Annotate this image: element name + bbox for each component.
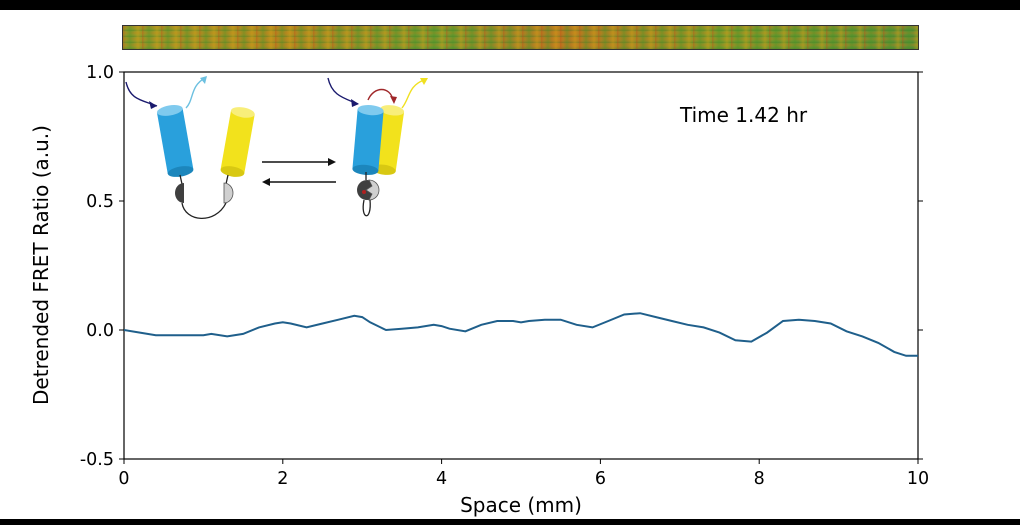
equilibrium-arrows-icon xyxy=(262,158,336,186)
kymograph-strip xyxy=(122,25,919,50)
fret-schematic xyxy=(125,76,428,219)
x-axis-ticks: 0 2 4 6 8 10 xyxy=(118,459,929,489)
x-tick-label: 0 xyxy=(118,469,129,489)
x-tick-label: 2 xyxy=(277,469,288,489)
y-tick-label: 1.0 xyxy=(86,63,114,83)
x-axis-label: Space (mm) xyxy=(460,493,582,517)
x-tick-label: 4 xyxy=(436,469,447,489)
plot-frame xyxy=(123,71,919,460)
fret-closed-state-icon xyxy=(327,77,428,217)
y-tick-label: -0.5 xyxy=(80,450,114,470)
y-axis-label: Detrended FRET Ratio (a.u.) xyxy=(29,125,53,405)
fret-open-state-icon xyxy=(125,76,255,219)
x-tick-label: 10 xyxy=(907,469,929,489)
x-tick-label: 6 xyxy=(595,469,606,489)
y-axis-ticks: 1.0 0.5 0.0 -0.5 xyxy=(80,63,923,470)
y-tick-label: 0.0 xyxy=(86,321,114,341)
x-tick-label: 8 xyxy=(754,469,765,489)
y-tick-label: 0.5 xyxy=(86,192,114,212)
time-annotation: Time 1.42 hr xyxy=(679,103,808,127)
bottom-border xyxy=(0,519,1020,525)
fret-ratio-line xyxy=(123,312,918,357)
top-border xyxy=(0,0,1020,10)
